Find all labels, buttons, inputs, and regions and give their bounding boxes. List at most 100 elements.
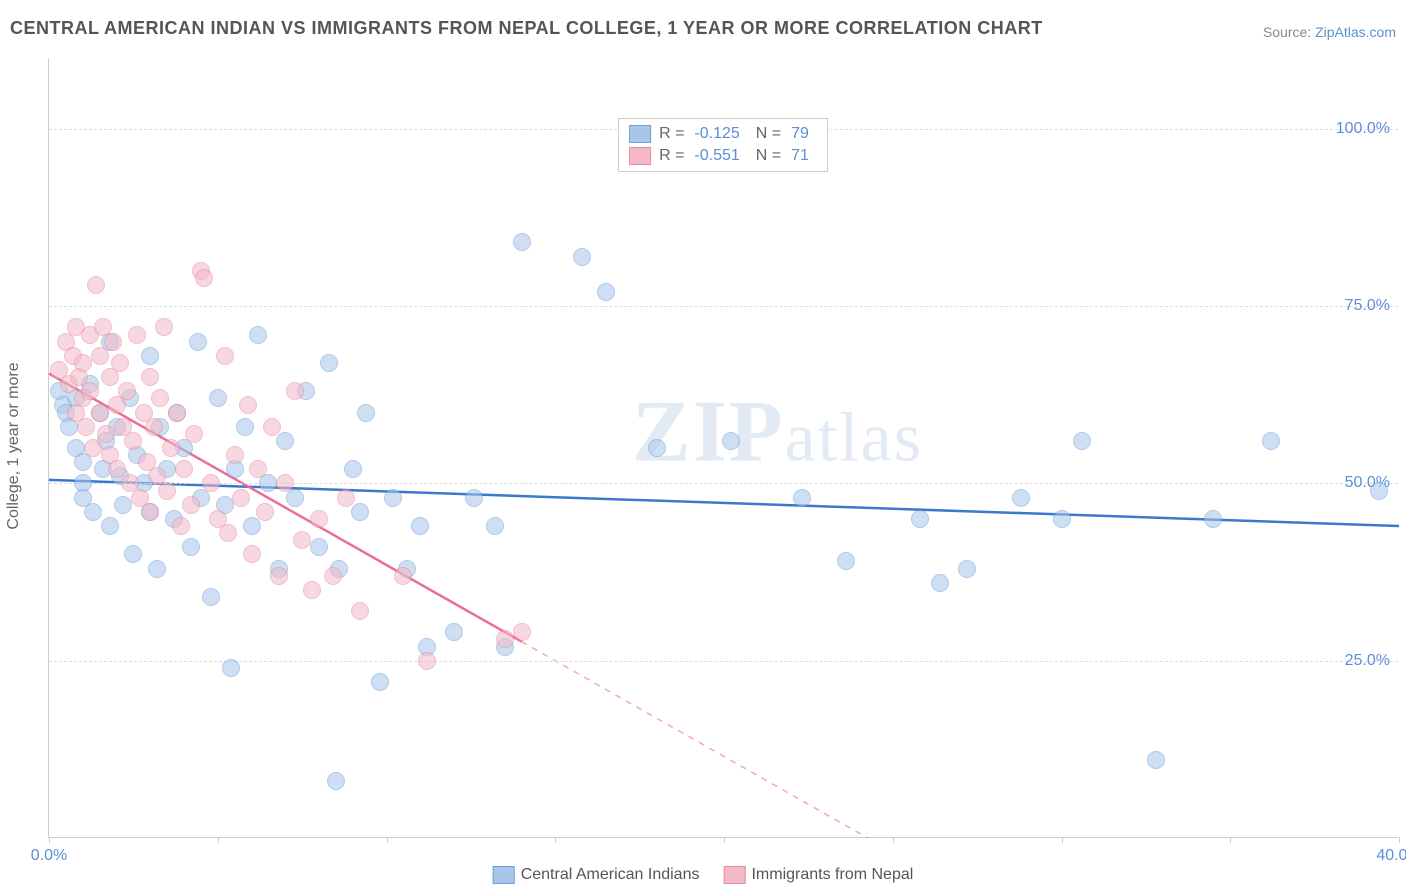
data-point-series-0 [189,333,207,351]
correlation-legend: R = -0.125 N = 79 R = -0.551 N = 71 [618,118,828,172]
data-point-series-1 [239,396,257,414]
swatch-series-1 [723,866,745,884]
data-point-series-0 [411,517,429,535]
x-tick [893,837,894,843]
chart-title: CENTRAL AMERICAN INDIAN VS IMMIGRANTS FR… [10,18,1043,39]
x-tick [724,837,725,843]
data-point-series-1 [256,503,274,521]
data-point-series-0 [1370,482,1388,500]
legend-row-series-1: R = -0.551 N = 71 [629,145,817,167]
data-point-series-0 [1147,751,1165,769]
source-link[interactable]: ZipAtlas.com [1315,24,1396,40]
data-point-series-0 [1073,432,1091,450]
data-point-series-0 [249,326,267,344]
legend-label-0: Central American Indians [521,866,700,884]
data-point-series-1 [77,418,95,436]
r-value-1: -0.551 [694,147,739,165]
x-tick-label: 0.0% [31,847,67,865]
data-point-series-0 [327,772,345,790]
data-point-series-1 [351,602,369,620]
swatch-series-0 [493,866,515,884]
data-point-series-1 [151,389,169,407]
chart-area: ZIPatlas 25.0%50.0%75.0%100.0%0.0%40.0% … [48,58,1398,838]
source-attribution: Source: ZipAtlas.com [1263,24,1396,40]
x-tick [555,837,556,843]
data-point-series-0 [793,489,811,507]
data-point-series-0 [958,560,976,578]
data-point-series-0 [911,510,929,528]
data-point-series-0 [384,489,402,507]
r-label: R = [659,125,684,143]
data-point-series-1 [418,652,436,670]
gridline-h [49,306,1398,307]
n-label: N = [756,147,781,165]
data-point-series-1 [249,460,267,478]
legend-row-series-0: R = -0.125 N = 79 [629,123,817,145]
data-point-series-1 [145,418,163,436]
data-point-series-1 [202,474,220,492]
data-point-series-1 [128,326,146,344]
data-point-series-1 [162,439,180,457]
data-point-series-1 [263,418,281,436]
data-point-series-0 [573,248,591,266]
data-point-series-0 [84,503,102,521]
data-point-series-1 [91,404,109,422]
data-point-series-0 [1262,432,1280,450]
data-point-series-1 [513,623,531,641]
data-point-series-0 [513,233,531,251]
data-point-series-1 [195,269,213,287]
n-label: N = [756,125,781,143]
data-point-series-1 [324,567,342,585]
legend-item-1: Immigrants from Nepal [723,866,913,884]
data-point-series-0 [222,659,240,677]
data-point-series-1 [141,503,159,521]
x-tick [1230,837,1231,843]
r-label: R = [659,147,684,165]
data-point-series-0 [371,673,389,691]
data-point-series-0 [182,538,200,556]
data-point-series-0 [1204,510,1222,528]
data-point-series-0 [1012,489,1030,507]
data-point-series-0 [486,517,504,535]
data-point-series-1 [293,531,311,549]
legend-label-1: Immigrants from Nepal [751,866,913,884]
data-point-series-1 [155,318,173,336]
data-point-series-1 [270,567,288,585]
data-point-series-1 [124,432,142,450]
data-point-series-0 [931,574,949,592]
data-point-series-1 [118,382,136,400]
data-point-series-1 [104,333,122,351]
data-point-series-0 [837,552,855,570]
data-point-series-0 [101,517,119,535]
x-tick [387,837,388,843]
data-point-series-0 [310,538,328,556]
x-tick [1062,837,1063,843]
data-point-series-0 [351,503,369,521]
data-point-series-1 [84,439,102,457]
data-point-series-0 [148,560,166,578]
data-point-series-1 [91,347,109,365]
swatch-series-1 [629,147,651,165]
data-point-series-1 [226,446,244,464]
data-point-series-1 [303,581,321,599]
n-value-1: 71 [791,147,809,165]
plot-region: ZIPatlas 25.0%50.0%75.0%100.0%0.0%40.0% [48,58,1398,838]
y-axis-label: College, 1 year or more [5,362,23,529]
watermark-zip: ZIP [632,383,785,480]
data-point-series-0 [648,439,666,457]
watermark: ZIPatlas [632,381,923,482]
n-value-0: 79 [791,125,809,143]
data-point-series-0 [1053,510,1071,528]
gridline-h [49,661,1398,662]
data-point-series-1 [111,354,129,372]
gridline-h [49,483,1398,484]
data-point-series-1 [182,496,200,514]
data-point-series-1 [219,524,237,542]
data-point-series-1 [81,382,99,400]
data-point-series-0 [202,588,220,606]
data-point-series-1 [310,510,328,528]
legend-item-0: Central American Indians [493,866,700,884]
data-point-series-0 [276,432,294,450]
r-value-0: -0.125 [694,125,739,143]
y-tick-label: 25.0% [1345,652,1390,670]
